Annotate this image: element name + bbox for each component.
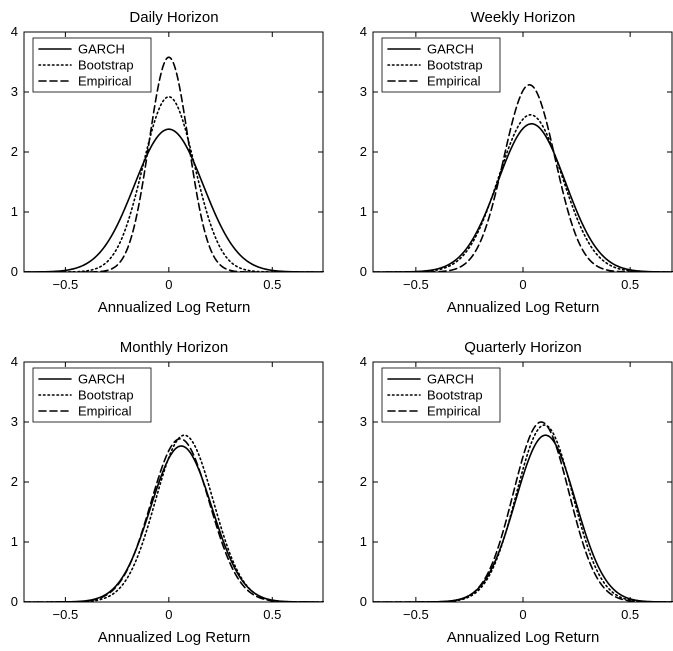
y-tick-label: 0 [11,594,18,609]
legend-label-bootstrap: Bootstrap [78,58,134,73]
x-tick-label: −0.5 [403,607,429,622]
legend-label-bootstrap: Bootstrap [78,388,134,403]
x-tick-label: 0 [519,607,526,622]
series-group [373,421,673,602]
y-tick-label: 4 [360,24,367,39]
chart-title: Monthly Horizon [120,339,228,356]
y-tick-label: 0 [11,264,18,279]
y-tick-label: 4 [360,354,367,369]
y-tick-label: 2 [11,474,18,489]
series-empirical-line [373,84,673,272]
y-tick-label: 1 [11,534,18,549]
y-tick-label: 4 [11,24,18,39]
x-tick-label: 0.5 [263,607,281,622]
legend-label-empirical: Empirical [427,404,481,419]
chart-title: Quarterly Horizon [464,339,582,356]
x-axis-label: Annualized Log Return [98,299,251,316]
series-empirical-line [24,56,324,272]
legend-label-empirical: Empirical [78,74,132,89]
series-bootstrap-line [373,114,673,272]
legend-label-bootstrap: Bootstrap [427,388,483,403]
legend-label-garch: GARCH [78,42,125,57]
series-group [373,84,673,272]
chart-title: Daily Horizon [129,9,218,26]
y-tick-label: 2 [360,474,367,489]
legend-label-garch: GARCH [427,372,474,387]
legend-label-garch: GARCH [427,42,474,57]
y-tick-label: 3 [360,84,367,99]
y-tick-label: 3 [11,84,18,99]
y-tick-label: 1 [360,534,367,549]
y-tick-label: 2 [11,144,18,159]
x-tick-label: 0 [519,277,526,292]
panel-2: Weekly Horizon Annualized Log Return 0 1 2 3 4… [360,9,673,316]
panel-3: Monthly Horizon Annualized Log Return 0 1 2 3… [11,339,324,646]
y-tick-label: 3 [11,414,18,429]
y-tick-label: 1 [11,204,18,219]
y-tick-label: 1 [360,204,367,219]
y-tick-label: 3 [360,414,367,429]
x-axis-label: Annualized Log Return [98,629,251,646]
series-group [24,434,324,602]
panel-4: Quarterly Horizon Annualized Log Return 0 1… [360,339,673,646]
series-garch-line [24,445,324,602]
chart-title: Weekly Horizon [471,9,576,26]
legend-label-empirical: Empirical [427,74,481,89]
x-tick-label: −0.5 [403,277,429,292]
x-tick-label: −0.5 [53,277,79,292]
x-tick-label: 0.5 [621,607,639,622]
x-tick-label: 0 [165,607,172,622]
series-bootstrap-line [24,434,324,602]
x-axis-label: Annualized Log Return [447,299,600,316]
series-bootstrap-line [373,424,673,602]
y-tick-label: 4 [11,354,18,369]
x-tick-label: 0.5 [621,277,639,292]
legend-label-bootstrap: Bootstrap [427,58,483,73]
y-tick-label: 0 [360,594,367,609]
legend-box [381,37,501,93]
y-tick-label: 2 [360,144,367,159]
x-tick-label: −0.5 [53,607,79,622]
x-tick-label: 0.5 [263,277,281,292]
series-empirical-line [24,438,324,602]
x-tick-label: 0 [165,277,172,292]
y-tick-label: 0 [360,264,367,279]
series-garch-line [373,434,673,602]
series-garch-line [373,123,673,272]
series-garch-line [24,128,324,272]
panel-1: Daily Horizon Annualized Log Return 0 1 2 3 4 −… [11,9,324,316]
series-empirical-line [373,421,673,602]
legend-label-empirical: Empirical [78,404,132,419]
series-bootstrap-line [24,96,324,272]
x-axis-label: Annualized Log Return [447,629,600,646]
legend-label-garch: GARCH [78,372,125,387]
